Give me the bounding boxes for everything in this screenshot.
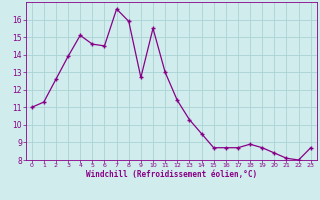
X-axis label: Windchill (Refroidissement éolien,°C): Windchill (Refroidissement éolien,°C) bbox=[86, 170, 257, 179]
